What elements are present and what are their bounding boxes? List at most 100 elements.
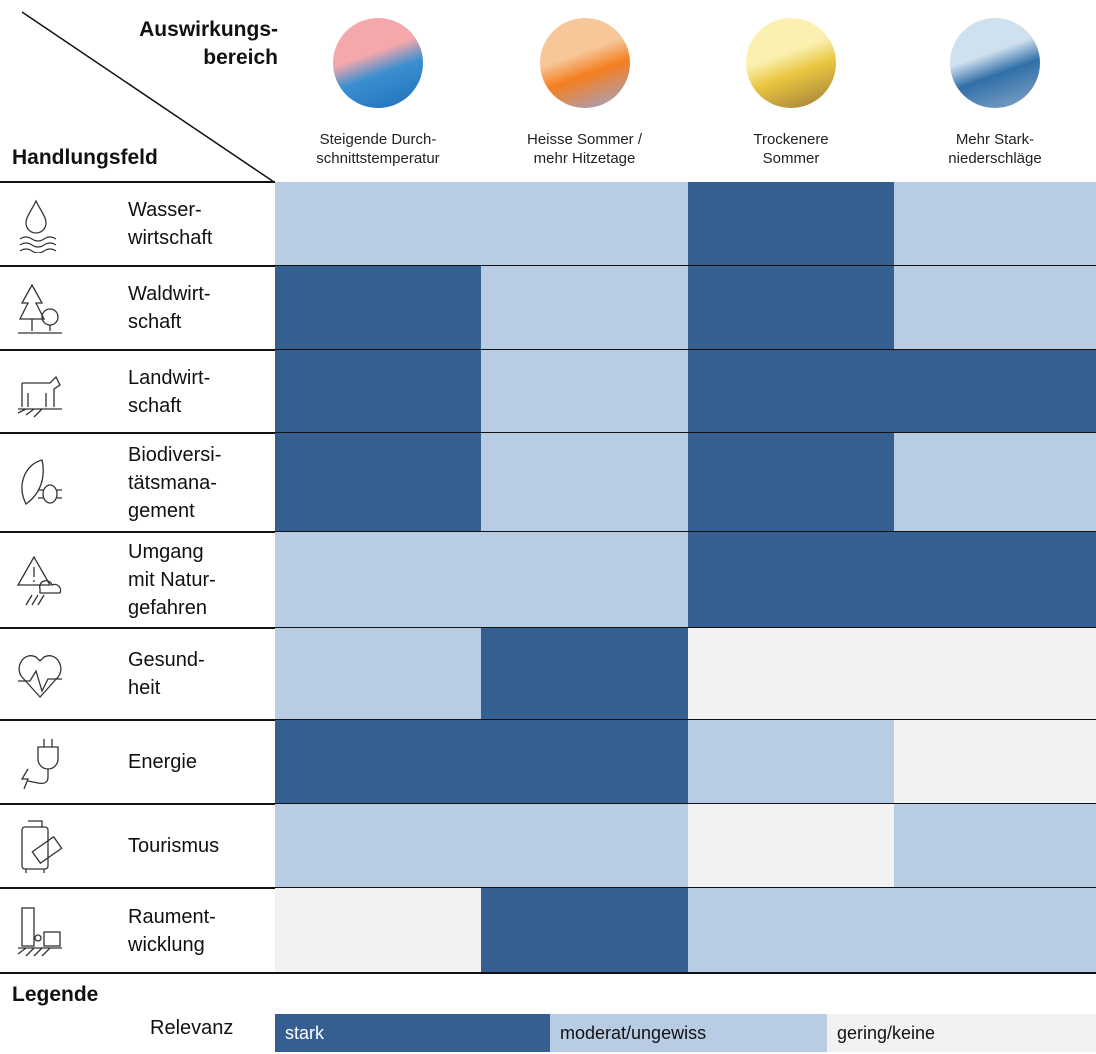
cell: [688, 350, 894, 433]
text: Heisse Sommer /: [526, 131, 643, 148]
text: Mehr Stark-: [955, 131, 1035, 148]
row-icon: [17, 906, 62, 956]
column-image: [746, 18, 836, 108]
column-label: Steigende Durch-schnittstemperatur: [275, 130, 481, 168]
row-label: Umgang mit Natur-gefahren: [128, 532, 268, 628]
text: Auswirkungs-: [139, 18, 278, 41]
text: Tourismus: [128, 835, 220, 857]
row-axis-title: Handlungsfeld: [12, 146, 158, 169]
cell: [481, 433, 688, 532]
cell: [481, 350, 688, 433]
legend-item: gering/keine: [827, 1014, 1096, 1052]
cell: [275, 350, 481, 433]
text: gefahren: [128, 597, 207, 619]
corner-diagonal: [21, 11, 275, 183]
cell: [894, 433, 1096, 532]
cell: [894, 350, 1096, 433]
row-icon: [16, 555, 62, 606]
text: niederschläge: [948, 150, 1042, 167]
column-label: Trockenere Sommer: [688, 130, 894, 168]
text: wicklung: [128, 933, 205, 956]
text: Biodiversi-: [128, 443, 222, 466]
text: Waldwirt-: [128, 283, 211, 305]
cell: [688, 532, 894, 628]
cell: [481, 804, 688, 888]
text: Wasser-: [128, 199, 202, 221]
text: Energie: [128, 751, 197, 773]
row-label: Tourismus: [128, 804, 268, 888]
text: mehr Hitzetage: [533, 150, 636, 167]
text: tätsmana-: [128, 471, 217, 494]
cell: [275, 720, 481, 804]
row-label: Biodiversi-tätsmana-gement: [128, 433, 268, 532]
row-label: Landwirt-schaft: [128, 350, 268, 433]
cell: [481, 182, 688, 266]
legend-item: stark: [275, 1014, 550, 1052]
text: mit Natur-: [128, 569, 216, 591]
column-label: Mehr Stark-niederschläge: [894, 130, 1096, 168]
cell: [275, 182, 481, 266]
cell: [688, 804, 894, 888]
cell: [275, 628, 481, 720]
legend-item: moderat/ungewiss: [550, 1014, 827, 1052]
row-label: Gesund-heit: [128, 628, 268, 720]
cell: [481, 532, 688, 628]
row-icon: [21, 458, 62, 505]
column-image: [539, 18, 630, 108]
text: Steigende Durch-: [319, 131, 437, 148]
cell: [481, 628, 688, 720]
text: schaft: [128, 311, 182, 333]
text: Raument-: [128, 905, 216, 928]
cell: [688, 888, 894, 973]
header-divider: [0, 181, 275, 183]
cell: [894, 266, 1096, 350]
text: gement: [128, 499, 195, 522]
row-icon: [19, 199, 57, 253]
cell: [481, 266, 688, 350]
text: heit: [128, 677, 161, 699]
cell: [688, 433, 894, 532]
text: Trockenere: [753, 131, 829, 148]
cell: [481, 720, 688, 804]
cell: [275, 433, 481, 532]
row-label: Raument-wicklung: [128, 888, 268, 973]
cell: [275, 888, 481, 973]
cell: [894, 804, 1096, 888]
text: Umgang: [128, 541, 204, 563]
row-label: Energie: [128, 720, 268, 804]
row-label: Wasser-wirtschaft: [128, 182, 268, 266]
legend-title: Legende: [12, 983, 99, 1006]
row-icon: [18, 283, 62, 334]
cell: [275, 266, 481, 350]
column-image: [333, 18, 423, 108]
text: bereich: [203, 46, 278, 69]
cell: [481, 888, 688, 973]
cell: [275, 532, 481, 628]
cell: [275, 804, 481, 888]
cell: [688, 720, 894, 804]
text: Gesund-: [128, 649, 205, 671]
cell: [688, 266, 894, 350]
row-icon: [21, 820, 63, 873]
cell: [688, 182, 894, 266]
row-divider: [0, 972, 1096, 974]
row-label: Waldwirt-schaft: [128, 266, 268, 350]
row-icon: [20, 739, 59, 790]
text: Sommer: [762, 150, 820, 167]
legend-label: Relevanz: [150, 1017, 234, 1039]
cell: [894, 720, 1096, 804]
column-image: [950, 18, 1040, 108]
cell: [688, 628, 894, 720]
column-axis-title: Auswirkungs- bereich: [139, 16, 278, 72]
text: Landwirt-: [128, 366, 211, 389]
row-icon: [18, 655, 62, 698]
cell: [894, 888, 1096, 973]
row-icon: [17, 375, 62, 417]
column-label: Heisse Sommer / mehr Hitzetage: [481, 130, 688, 168]
text: wirtschaft: [128, 227, 213, 249]
text: schaft: [128, 394, 182, 417]
text: schnittstemperatur: [316, 150, 440, 167]
cell: [894, 628, 1096, 720]
cell: [894, 532, 1096, 628]
